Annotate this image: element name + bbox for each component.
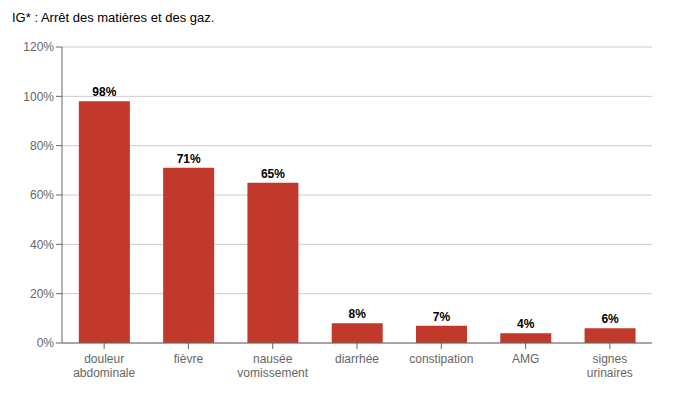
svg-text:7%: 7% (433, 310, 451, 324)
svg-text:120%: 120% (23, 40, 54, 54)
svg-text:60%: 60% (30, 188, 54, 202)
svg-text:20%: 20% (30, 287, 54, 301)
svg-text:80%: 80% (30, 139, 54, 153)
svg-text:nauséevomissement: nauséevomissement (237, 352, 308, 380)
svg-text:71%: 71% (177, 152, 201, 166)
svg-text:8%: 8% (349, 307, 367, 321)
svg-text:diarrhée: diarrhée (335, 352, 379, 366)
html-text:IG* : Arrêt des matières et de: IG* : Arrêt des matières et des gaz. (12, 10, 215, 25)
svg-text:98%: 98% (92, 85, 116, 99)
svg-text:40%: 40% (30, 238, 54, 252)
svg-text:0%: 0% (37, 336, 55, 350)
svg-text:6%: 6% (601, 312, 619, 326)
svg-text:65%: 65% (261, 167, 285, 181)
svg-text:constipation: constipation (409, 352, 473, 366)
svg-text:AMG: AMG (512, 352, 539, 366)
svg-text:douleurabdominale: douleurabdominale (73, 352, 135, 380)
svg-text:4%: 4% (517, 317, 535, 331)
svg-text:100%: 100% (23, 90, 54, 104)
svg-text:fièvre: fièvre (174, 352, 204, 366)
svg-text:signesurinaires: signesurinaires (587, 352, 633, 380)
